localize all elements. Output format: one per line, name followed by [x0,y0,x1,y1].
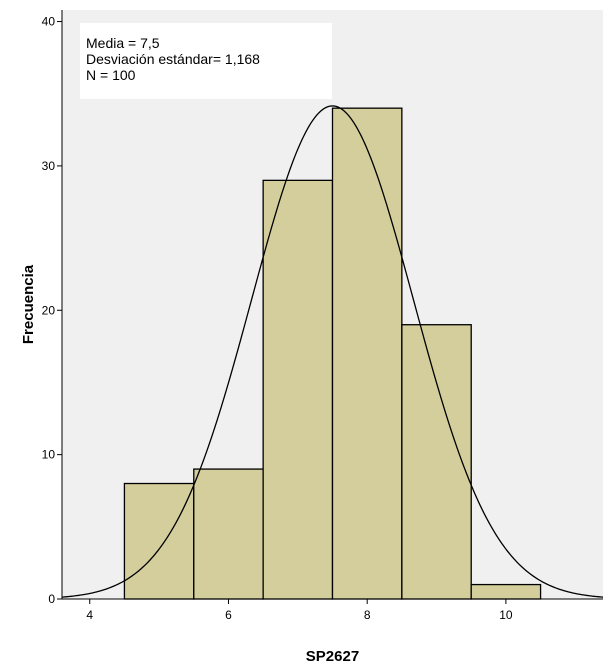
y-axis-ticks: 0 10 20 30 40 [42,15,62,606]
x-tick-label: 6 [225,608,232,622]
y-axis-label: Frecuencia [20,264,37,344]
x-tick-label: 4 [86,608,93,622]
stats-std: Desviación estándar= 1,168 [86,51,260,67]
x-tick-label: 8 [364,608,371,622]
histogram-bar [123,482,195,600]
y-tick-label: 0 [48,592,55,606]
stats-box-background [80,23,332,99]
y-tick-label: 20 [42,303,56,317]
histogram-bars [123,107,542,600]
stats-n: N = 100 [86,67,136,83]
histogram-bar [262,179,334,600]
normal-curve [61,105,604,598]
histogram-bar [470,583,542,600]
y-tick-label: 40 [42,15,56,29]
x-tick-label: 10 [499,608,513,622]
histogram-bar [331,107,403,600]
histogram-bar [401,324,472,600]
histogram-bar [193,468,264,600]
x-axis-ticks: 4 6 8 10 [86,599,513,622]
stats-box: Media = 7,5 Desviación estándar= 1,168 N… [80,23,332,99]
y-tick-label: 30 [42,159,56,173]
axes [61,10,603,600]
y-tick-label: 10 [42,448,56,462]
stats-mean: Media = 7,5 [86,35,160,51]
x-axis-label: SP2627 [306,648,359,665]
